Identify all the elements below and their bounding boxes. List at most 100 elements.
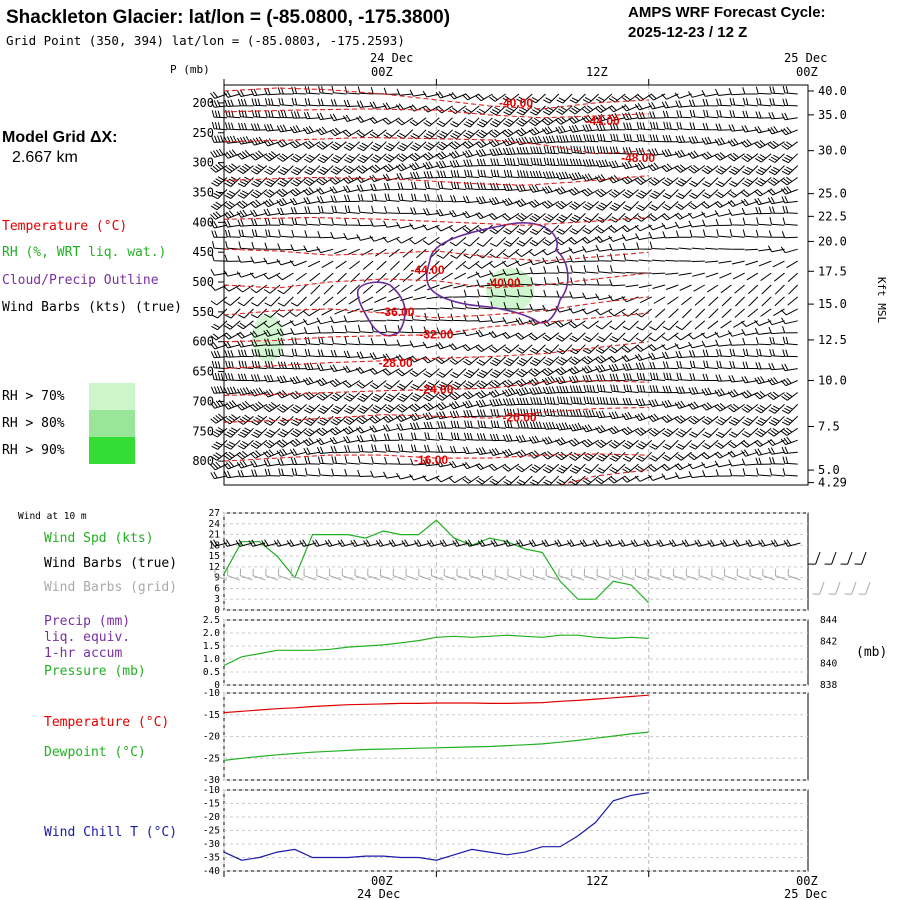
windchill-tick-label: -35: [203, 853, 220, 864]
wind-barb: [675, 386, 692, 394]
wind-barb: [755, 111, 772, 119]
cloud-outline-1: [425, 222, 569, 324]
wind-barb: [701, 211, 719, 218]
wind-barb: [503, 368, 520, 378]
wind-barb: [674, 149, 692, 158]
wind-barb: [410, 432, 427, 441]
wind-barb: [225, 360, 241, 370]
wind-barb: [289, 376, 307, 385]
wind-barb: [344, 205, 360, 214]
wind-barb: [746, 272, 759, 281]
wind-barb: [543, 289, 559, 298]
wind-barb: [636, 201, 653, 212]
wind-barb: [582, 224, 599, 235]
wind-barb: [529, 421, 546, 429]
wind-barb: [357, 141, 374, 152]
height-tick-label: 7.5: [818, 419, 840, 433]
wind-barb-true: [808, 551, 821, 565]
wind-barb: [316, 392, 334, 401]
wind-barb: [422, 402, 440, 412]
wind-barb: [542, 117, 560, 126]
wind-barb: [383, 220, 400, 228]
wind-barb: [780, 436, 798, 446]
wind-barb: [423, 129, 440, 140]
wind-barb: [676, 121, 692, 131]
wind-barb: [678, 247, 692, 250]
wind-barb: [356, 184, 374, 192]
wind-barb: [692, 272, 705, 277]
wind-barb: [651, 272, 666, 275]
wind-barb: [529, 463, 546, 473]
wind-barb: [662, 451, 679, 462]
wind-barb: [344, 445, 360, 453]
wind-barb: [728, 88, 745, 96]
wind-barb: [568, 124, 586, 133]
wind-barb: [543, 266, 559, 274]
wind-barb: [210, 148, 228, 158]
wind-barb: [609, 451, 626, 462]
wind-barb: [528, 332, 546, 341]
wind-barb: [476, 475, 493, 485]
height-tick-label: 25.0: [818, 187, 847, 201]
wind-barb: [318, 336, 334, 346]
wind-barb: [383, 404, 400, 414]
wind-barb: [502, 398, 520, 406]
wind-barb: [264, 468, 281, 477]
wind-barb: [290, 404, 307, 414]
wind-barb: [556, 385, 573, 394]
wind-barb: [691, 247, 705, 250]
wind-barb: [237, 296, 254, 307]
wind-barb: [265, 97, 281, 107]
wind-barb: [596, 374, 612, 382]
wind-barb: [502, 212, 520, 221]
wind-barb: [330, 415, 347, 426]
wind-barb: [436, 248, 453, 259]
wind-barb: [581, 365, 599, 374]
wind-barb: [475, 447, 493, 455]
wind-barb: [780, 308, 798, 316]
wind-barb: [781, 446, 798, 454]
wind-barb: [362, 260, 374, 270]
wind-barb: [428, 272, 440, 282]
isotherm-label: -44.00: [410, 263, 444, 277]
wind-barb: [503, 475, 520, 486]
top-day-label-1: 24 Dec: [370, 51, 413, 65]
wind-barb: [608, 93, 626, 103]
wind-barb: [263, 272, 281, 280]
wind-barb: [383, 153, 400, 163]
wind-barb: [330, 349, 347, 358]
wind-barb: [609, 397, 626, 405]
wind-barb: [649, 439, 666, 450]
wind-barb: [665, 272, 679, 275]
wind-barb: [335, 260, 347, 269]
wind-barb: [331, 205, 347, 214]
wind-barb-grid: [545, 568, 559, 581]
wind-barb: [720, 320, 732, 329]
wind-barb: [450, 169, 466, 178]
wind-barb: [688, 471, 705, 479]
wind-barb: [529, 356, 546, 367]
wind-barb: [503, 236, 520, 247]
wind-barb: [449, 400, 467, 410]
wind-barb: [667, 296, 679, 305]
wind-barb: [476, 129, 493, 139]
wind-barb: [675, 189, 692, 200]
wind-barb: [249, 330, 267, 338]
wind-barb: [568, 115, 586, 124]
wind-barb: [582, 409, 599, 418]
wind-barb: [316, 427, 334, 437]
wind-barb: [395, 413, 414, 422]
wind-barb: [502, 434, 520, 442]
wind-barb-grid: [405, 568, 419, 581]
wind-barb: [396, 423, 413, 431]
wind-barb: [681, 308, 692, 319]
wind-barb: [331, 325, 347, 334]
wind-barb-grid: [290, 568, 304, 581]
isotherm-line: [223, 216, 649, 226]
wind-barb: [409, 117, 427, 127]
wind-barb: [680, 296, 692, 306]
wind-barb: [343, 350, 360, 358]
bottom-day-label-3: 25 Dec: [784, 887, 827, 900]
wind-barb: [635, 427, 652, 436]
wind-barb: [462, 475, 480, 484]
